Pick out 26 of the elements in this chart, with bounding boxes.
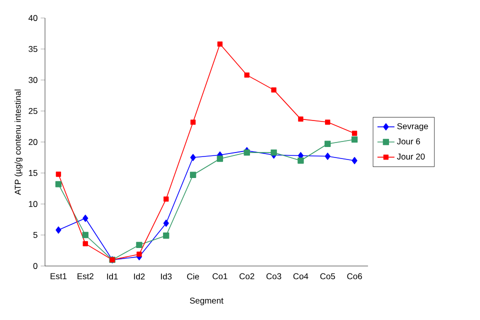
y-tick-label: 25 xyxy=(28,108,38,114)
x-tick-label: Co2 xyxy=(240,273,254,280)
x-tick-label: Co1 xyxy=(212,273,228,280)
y-tick-label: 10 xyxy=(28,201,38,207)
y-tick-label: 0 xyxy=(33,263,38,269)
x-tick-label: Id3 xyxy=(161,273,172,280)
x-tick-label: Co6 xyxy=(347,273,362,280)
x-tick-label: Cie xyxy=(187,273,200,280)
y-tick-label: 20 xyxy=(28,139,38,145)
y-tick-label: 5 xyxy=(33,232,38,238)
legend-label: Jour 6 xyxy=(396,138,420,144)
x-tick-label: Co3 xyxy=(266,273,282,280)
y-tick-label: 30 xyxy=(28,77,38,83)
legend-label: Sevrage xyxy=(397,123,428,131)
x-tick-label: Co5 xyxy=(320,273,336,280)
x-tick-label: Id1 xyxy=(107,273,118,280)
x-tick-label: Id2 xyxy=(134,273,145,280)
x-axis-title: Segment xyxy=(190,298,224,306)
x-tick-label: Co4 xyxy=(293,273,308,280)
legend-label: Jour 20 xyxy=(396,154,425,160)
y-tick-label: 35 xyxy=(28,46,38,52)
y-axis-title: ATP (µg/g contenu intestinal xyxy=(14,90,22,195)
y-tick-label: 40 xyxy=(28,15,38,21)
x-tick-label: Est2 xyxy=(78,273,94,280)
y-tick-label: 15 xyxy=(28,170,38,176)
x-tick-label: Est1 xyxy=(50,273,67,280)
